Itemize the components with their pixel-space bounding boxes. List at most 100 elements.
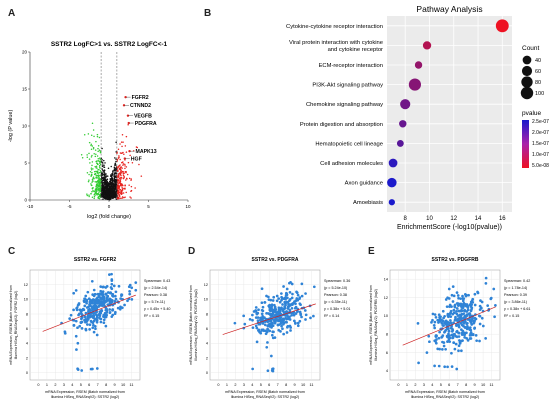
scatter-point <box>304 318 307 321</box>
scatter-point <box>486 304 490 308</box>
scatter-point <box>76 326 79 330</box>
scatter-point <box>463 336 466 339</box>
scatter-point <box>462 333 466 337</box>
scatter-point <box>443 330 447 333</box>
volcano-point <box>98 195 101 198</box>
volcano-point <box>112 183 114 186</box>
scatter-outlier-point <box>433 364 436 368</box>
volcano-point <box>116 152 118 155</box>
volcano-point <box>93 195 96 198</box>
scatter-point <box>269 354 273 358</box>
scatter-point <box>456 294 460 297</box>
pathway-dot <box>422 41 432 50</box>
volcano-x-tick-label: -5 <box>67 204 71 209</box>
scatter-point <box>266 320 270 324</box>
volcano-point <box>97 160 100 162</box>
volcano-point <box>91 145 94 147</box>
pathway-x-tick-label: 10 <box>426 216 433 222</box>
scatter-point <box>105 285 109 288</box>
volcano-point <box>125 166 128 168</box>
volcano-x-tick-label: 0 <box>108 204 111 209</box>
volcano-point <box>113 189 115 192</box>
scatter-point <box>277 328 281 332</box>
scatter-point <box>457 335 461 338</box>
scatter-point <box>289 326 293 329</box>
scatter-point <box>449 319 452 322</box>
pathway-category-label: PI3K-Akt signaling pathway <box>312 83 383 89</box>
scatter-stat-text: Spearman: 0.43 <box>144 279 170 283</box>
scatter-point <box>91 315 95 319</box>
scatter-point <box>272 319 276 323</box>
scatter-point <box>274 308 278 311</box>
scatter-point <box>85 298 89 302</box>
scatter-point <box>468 318 471 321</box>
scatter-point <box>447 337 451 341</box>
scatter-point <box>83 318 86 322</box>
volcano-point <box>109 179 112 182</box>
scatter-point <box>102 304 106 307</box>
scatter-point <box>299 313 303 317</box>
scatter-point <box>259 316 263 320</box>
volcano-point <box>119 182 122 185</box>
scatter-point <box>445 327 449 331</box>
volcano-point <box>88 173 90 176</box>
volcano-point <box>92 129 95 131</box>
scatter-x-tick-label: 6 <box>448 383 450 387</box>
scatter-point <box>292 319 296 323</box>
scatter-point <box>465 322 469 326</box>
volcano-point <box>91 184 93 187</box>
volcano-point <box>118 193 120 196</box>
scatter-y-tick-label: 8 <box>386 332 388 336</box>
volcano-point <box>99 162 101 164</box>
scatter-point <box>254 306 258 309</box>
scatter-point <box>479 306 483 310</box>
volcano-point <box>92 146 95 149</box>
scatter-point <box>467 293 470 297</box>
volcano-point <box>118 187 121 189</box>
scatter-x-tick-label: 5 <box>80 383 82 387</box>
volcano-point <box>81 157 84 159</box>
pathway-pvalue-legend-label: 1.5e-07 <box>532 141 549 147</box>
pathway-x-label: EnrichmentScore (-log10(pvalue)) <box>397 224 502 231</box>
volcano-point <box>80 154 83 156</box>
volcano-point <box>111 197 114 199</box>
scatter-outlier-point <box>266 369 270 373</box>
scatter-point <box>447 329 451 333</box>
scatter-point <box>289 329 292 332</box>
scatter-point <box>300 282 304 286</box>
volcano-point <box>96 135 99 138</box>
scatter-point <box>287 281 291 285</box>
volcano-point <box>112 193 114 195</box>
panel-d-label: D <box>188 246 196 257</box>
scatter-fit-line <box>402 306 496 346</box>
scatter-point <box>92 288 96 292</box>
volcano-point <box>124 145 127 147</box>
scatter-point <box>445 305 449 309</box>
volcano-point <box>122 174 125 177</box>
volcano-point <box>88 141 91 144</box>
volcano-point <box>89 162 91 164</box>
scatter-point <box>74 334 78 338</box>
volcano-point <box>108 192 111 195</box>
scatter-point <box>468 328 472 332</box>
scatter-point <box>447 332 450 336</box>
volcano-point <box>127 124 129 126</box>
scatter-point <box>256 316 260 319</box>
scatter-point <box>63 331 67 335</box>
scatter-points <box>233 280 316 373</box>
volcano-point <box>104 187 107 189</box>
scatter-point <box>94 306 98 310</box>
volcano-point <box>104 195 107 197</box>
scatter-point <box>290 302 294 306</box>
scatter-point <box>433 313 437 316</box>
scatter-point <box>84 311 88 315</box>
scatter-point <box>309 316 312 320</box>
volcano-point <box>117 175 120 177</box>
scatter-point <box>80 316 84 319</box>
scatter-point <box>251 318 254 322</box>
volcano-point <box>87 180 90 183</box>
scatter-point <box>80 327 84 330</box>
scatter-point <box>111 313 115 317</box>
volcano-point <box>99 158 102 161</box>
